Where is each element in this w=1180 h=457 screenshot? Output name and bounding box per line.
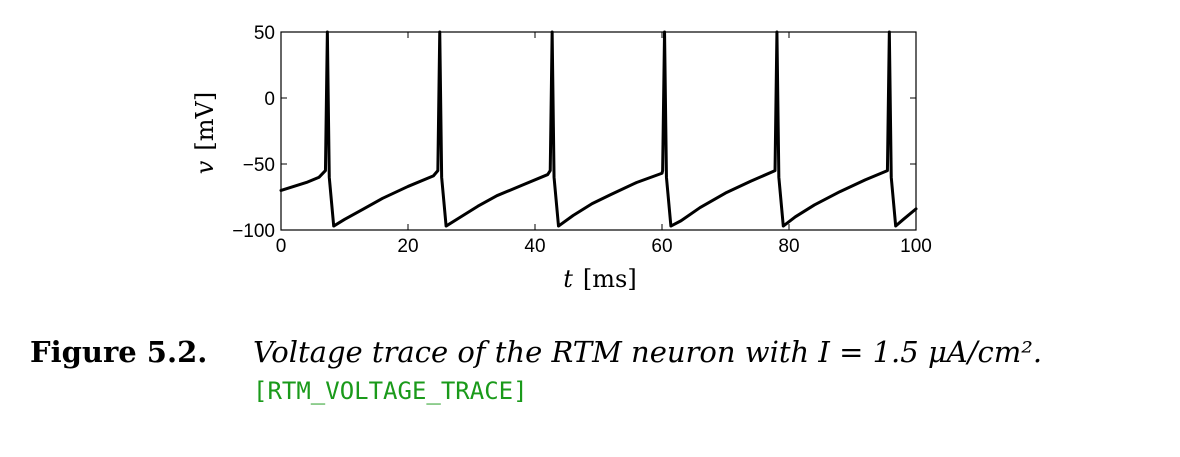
y-axis-ticks: 50 0 −50 −100 [232,23,916,242]
x-axis-ticks: 0 20 40 60 80 100 [276,32,932,257]
figure-number: Figure 5.2. [30,335,208,369]
figure-description: Voltage trace of the RTM neuron with I =… [253,335,1043,369]
plot-area-frame [280,31,917,231]
x-tick-label: 80 [778,236,799,257]
y-tick-label: 0 [264,89,275,110]
y-tick-label: −100 [232,221,275,242]
x-axis-unit: [ms] [583,265,637,293]
x-axis-variable: t [563,265,573,293]
voltage-trace-series [279,30,918,228]
y-tick-label: 50 [254,23,275,44]
figure-caption: Figure 5.2. Voltage trace of the RTM neur… [30,335,1160,405]
axes-frame [280,31,917,231]
x-tick-label: 100 [900,236,932,257]
y-axis-variable: v [191,160,219,174]
y-tick-label: −50 [243,155,275,176]
x-axis-label: t [ms] [563,265,636,293]
x-tick-label: 60 [651,236,672,257]
voltage-trace-chart: 0 20 40 60 80 100 50 0 −50 −100 t [ms] v [mV] [191,23,932,293]
voltage-trace-line [279,30,918,228]
y-axis-label: v [mV] [191,92,219,174]
figure-tag: [RTM_VOLTAGE_TRACE] [253,377,528,405]
x-tick-label: 40 [524,236,545,257]
x-tick-label: 20 [397,236,418,257]
x-tick-label: 0 [276,236,287,257]
y-axis-unit: [mV] [191,92,219,151]
